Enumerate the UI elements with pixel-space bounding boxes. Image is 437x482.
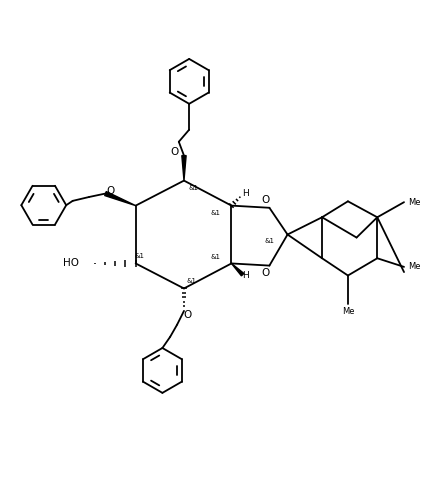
Polygon shape bbox=[182, 156, 186, 181]
Text: &1: &1 bbox=[188, 186, 198, 191]
Text: H: H bbox=[242, 189, 249, 198]
Polygon shape bbox=[232, 264, 244, 276]
Text: O: O bbox=[170, 147, 179, 157]
Text: Me: Me bbox=[408, 198, 421, 207]
Text: H: H bbox=[242, 271, 249, 280]
Text: O: O bbox=[183, 310, 191, 320]
Polygon shape bbox=[104, 191, 135, 206]
Text: Me: Me bbox=[342, 307, 354, 316]
Text: &1: &1 bbox=[264, 239, 274, 244]
Text: &1: &1 bbox=[210, 210, 220, 216]
Text: &1: &1 bbox=[135, 253, 145, 259]
Text: HO: HO bbox=[63, 258, 79, 268]
Text: Me: Me bbox=[408, 262, 421, 271]
Text: O: O bbox=[107, 186, 115, 196]
Text: O: O bbox=[261, 195, 269, 205]
Text: &1: &1 bbox=[187, 278, 197, 284]
Text: O: O bbox=[261, 268, 269, 279]
Text: &1: &1 bbox=[210, 254, 220, 259]
